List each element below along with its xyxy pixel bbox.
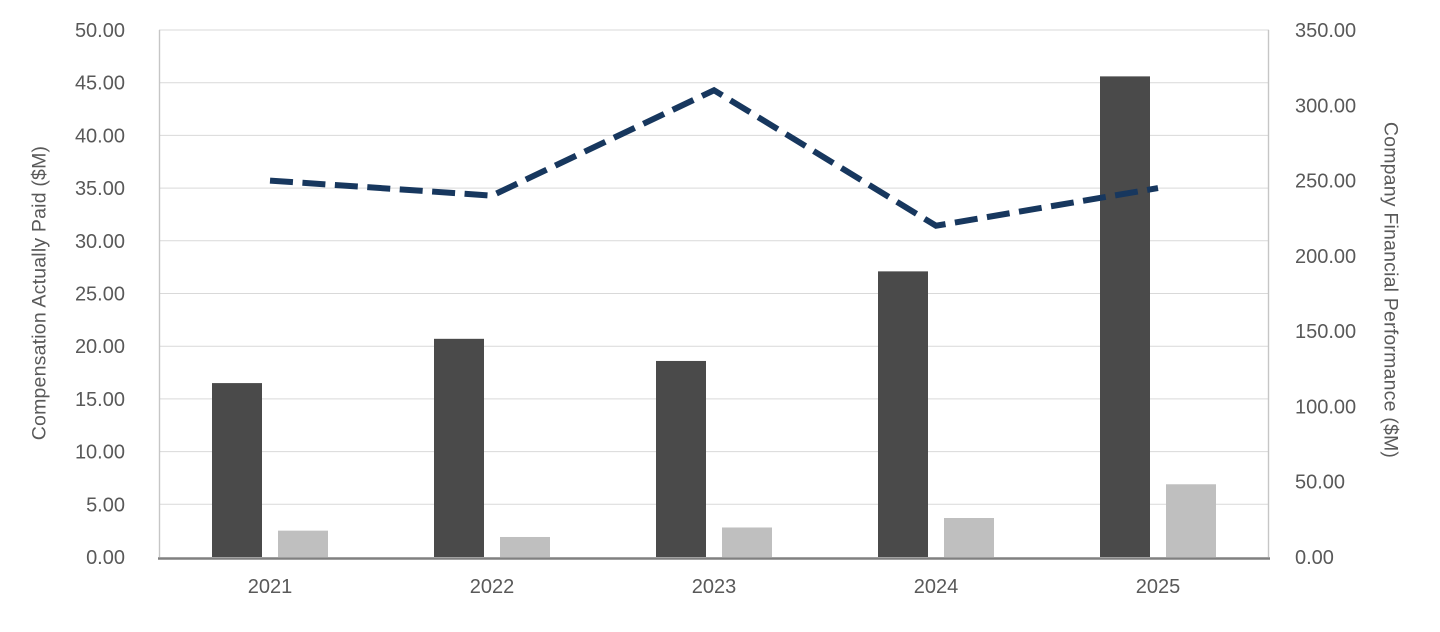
left-axis-tick-label: 40.00 [75, 125, 125, 147]
left-axis-tick-label: 0.00 [86, 547, 125, 569]
compensation-actually-paid-dark-bars-bar [1100, 76, 1150, 557]
right-axis-tick-label: 350.00 [1295, 20, 1356, 42]
right-axis-tick-label: 0.00 [1295, 547, 1334, 569]
right-axis-tick-label: 200.00 [1295, 246, 1356, 268]
x-axis-category-label: 2025 [1136, 576, 1181, 598]
left-axis-tick-label: 30.00 [75, 231, 125, 253]
left-axis-tick-label: 50.00 [75, 20, 125, 42]
x-axis-category-label: 2022 [470, 576, 515, 598]
compensation-actually-paid-dark-bars-bar [434, 338, 484, 557]
secondary-compensation-light-bars-bar [500, 536, 550, 557]
right-axis-title: Company Financial Performance ($M) [1379, 121, 1402, 459]
secondary-compensation-light-bars-bar [944, 518, 994, 557]
left-axis-tick-label: 25.00 [75, 284, 125, 306]
x-axis-category-label: 2023 [692, 576, 737, 598]
x-axis-category-label: 2024 [914, 576, 959, 598]
right-axis-tick-label: 150.00 [1295, 321, 1356, 343]
right-axis-tick-label: 300.00 [1295, 95, 1356, 117]
right-axis-tick-label: 100.00 [1295, 396, 1356, 418]
secondary-compensation-light-bars-bar [278, 530, 328, 557]
left-axis-tick-label: 10.00 [75, 442, 125, 464]
compensation-actually-paid-dark-bars-bar [212, 383, 262, 557]
left-axis-tick-label: 45.00 [75, 73, 125, 95]
secondary-compensation-light-bars-bar [722, 527, 772, 557]
right-axis-tick-label: 250.00 [1295, 171, 1356, 193]
left-axis-tick-label: 5.00 [86, 494, 125, 516]
left-axis-tick-label: 35.00 [75, 178, 125, 200]
left-axis-title: Compensation Actually Paid ($M) [28, 145, 51, 441]
left-axis-tick-label: 20.00 [75, 336, 125, 358]
x-axis-category-label: 2021 [248, 576, 293, 598]
left-axis-tick-label: 15.00 [75, 389, 125, 411]
right-axis-tick-label: 50.00 [1295, 472, 1345, 494]
secondary-compensation-light-bars-bar [1166, 484, 1216, 557]
company-financial-performance-dashed-line [269, 86, 1159, 229]
compensation-actually-paid-dark-bars-bar [878, 271, 928, 557]
compensation-actually-paid-dark-bars-bar [656, 360, 706, 557]
